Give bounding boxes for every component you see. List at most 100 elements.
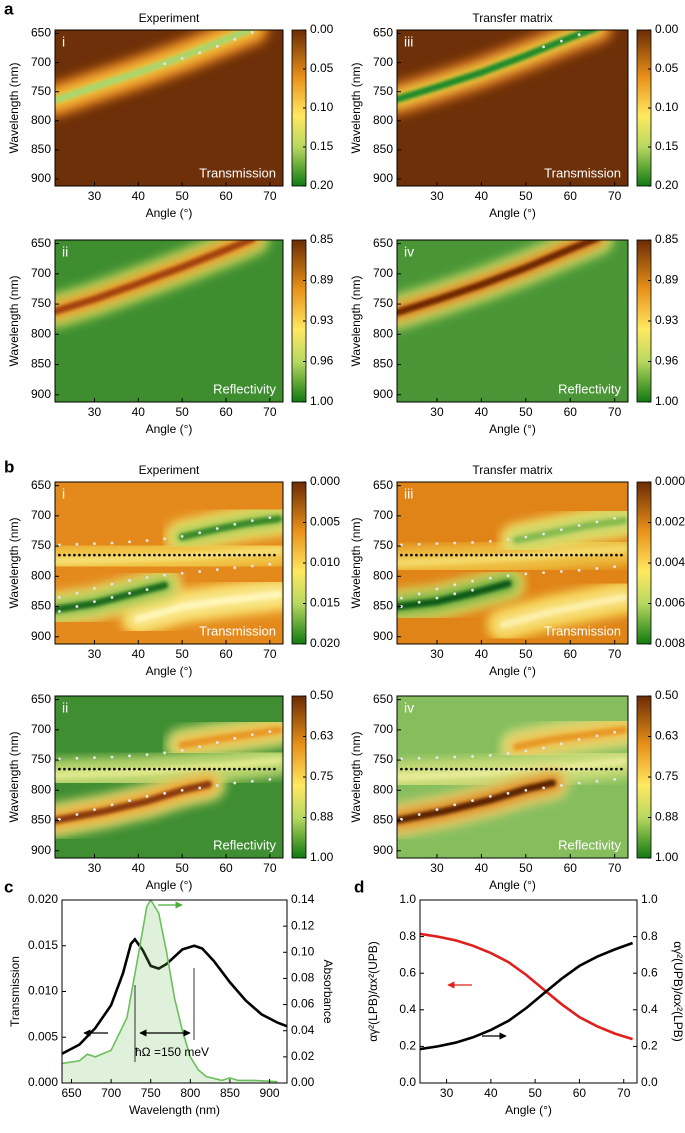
y-tick-label: 800: [31, 113, 51, 127]
y-tick-label: 800: [373, 113, 393, 127]
y-axis-label: Wavelength (nm): [7, 63, 21, 154]
colorbar-tick-label: 0.93: [310, 313, 334, 327]
marker-dot: [577, 33, 581, 37]
x-tick-label: 900: [260, 1086, 280, 1100]
plot-frame: [396, 29, 629, 187]
heatmap: [55, 240, 283, 402]
marker-dot: [577, 738, 581, 741]
marker-dot: [595, 520, 599, 524]
y-tick-label: 0.0: [641, 1075, 658, 1089]
marker-dot: [163, 791, 167, 795]
y-tick-label: 700: [373, 508, 393, 522]
heatmap-ridge: [513, 517, 628, 544]
x-tick-label: 40: [132, 647, 146, 661]
plot-frame: [54, 695, 284, 859]
panel-numeral: ii: [62, 700, 68, 716]
marker-dot: [435, 808, 439, 812]
marker-dot: [471, 579, 474, 583]
panel-numeral: i: [62, 486, 65, 502]
marker-dot: [595, 734, 599, 738]
marker-dot: [577, 781, 581, 785]
marker-dot: [400, 605, 403, 608]
marker-dot: [233, 37, 237, 41]
y-tick-label: 850: [31, 142, 51, 156]
marker-dot: [400, 817, 403, 821]
y-tick-label: 750: [31, 538, 51, 552]
annotation: Transmission: [199, 623, 276, 638]
y-axis-label: Wavelength (nm): [349, 63, 363, 154]
plot-frame: [54, 29, 284, 187]
y-tick-label: 650: [373, 478, 393, 492]
x-tick-label: 70: [608, 189, 622, 203]
marker-dot: [559, 39, 563, 43]
y-tick-label: 0.6: [399, 965, 416, 979]
x-axis-label: Angle (°): [146, 878, 193, 892]
marker-dot: [559, 784, 563, 787]
y-tick-label: 900: [31, 843, 51, 857]
marker-dot: [577, 524, 581, 527]
y-tick-label: 700: [373, 266, 393, 280]
colorbar-tick-label: 0.75: [310, 769, 334, 783]
marker-dot: [128, 579, 131, 582]
x-tick-label: 70: [608, 647, 622, 661]
y-tick-label: 650: [31, 26, 51, 40]
x-tick-label: 30: [430, 189, 444, 203]
plot: [420, 932, 634, 1051]
marker-dot: [128, 799, 131, 802]
colorbar-tick-label: 0.05: [655, 61, 679, 75]
marker-dot: [180, 57, 184, 60]
y-tick-label: 850: [31, 357, 51, 371]
x-tick-label: 60: [564, 647, 578, 661]
x-tick-label: 70: [263, 405, 277, 419]
marker-dot: [57, 757, 61, 761]
marker-dot: [180, 571, 184, 575]
column-title: Experiment: [139, 463, 200, 477]
heatmap-ridge: [397, 779, 556, 824]
y-axis-label: Wavelength (nm): [349, 276, 363, 367]
y-tick-label: 0.6: [641, 965, 658, 979]
marker-dot: [250, 733, 254, 737]
marker-dot: [268, 562, 272, 566]
marker-dot: [198, 51, 202, 55]
y-tick-label: 700: [31, 508, 51, 522]
plot-frame: [396, 695, 629, 859]
marker-dot: [524, 788, 528, 792]
marker-dot: [110, 541, 114, 545]
annotation-arrows: [83, 901, 507, 1062]
x-tick-label: 60: [564, 189, 578, 203]
x-tick-label: 30: [88, 405, 102, 419]
colorbar-tick-label: 0.020: [310, 636, 340, 650]
y-axis-label: Wavelength (nm): [349, 518, 363, 609]
x-tick-label: 800: [180, 1086, 200, 1100]
y-axis-label: Transmission: [8, 956, 22, 1027]
colorbar-tick-label: 0.63: [310, 729, 334, 743]
marker-dot: [75, 542, 79, 546]
colorbar-tick-label: 0.15: [310, 139, 334, 153]
heatmap-ridge: [397, 240, 600, 316]
marker-dot: [542, 45, 545, 49]
y-tick-label: 1.0: [399, 892, 416, 906]
y-tick-label: 800: [31, 568, 51, 582]
x-tick-label: 40: [132, 405, 146, 419]
marker-dot: [453, 592, 457, 596]
y-tick-label: 750: [31, 752, 51, 766]
marker-dot: [57, 543, 61, 547]
x-tick-label: 650: [61, 1086, 81, 1100]
y-tick-label: 700: [31, 266, 51, 280]
x-tick-label: 50: [175, 405, 189, 419]
x-tick-label: 850: [220, 1086, 240, 1100]
panel-letter: d: [354, 877, 364, 896]
marker-dot: [524, 749, 528, 753]
marker-dot: [198, 745, 202, 749]
y-axis-label: Wavelength (nm): [7, 518, 21, 609]
marker-dot: [93, 600, 96, 604]
colorbar-tick-label: 0.005: [310, 515, 340, 529]
y2-axis-label: Absorbance: [321, 959, 335, 1023]
marker-dot: [542, 786, 545, 790]
marker-dot: [110, 582, 114, 586]
x-tick-label: 40: [475, 405, 489, 419]
x-tick-label: 50: [175, 647, 189, 661]
colorbar-tick-label: 0.015: [310, 596, 340, 610]
x-tick-label: 40: [132, 189, 146, 203]
